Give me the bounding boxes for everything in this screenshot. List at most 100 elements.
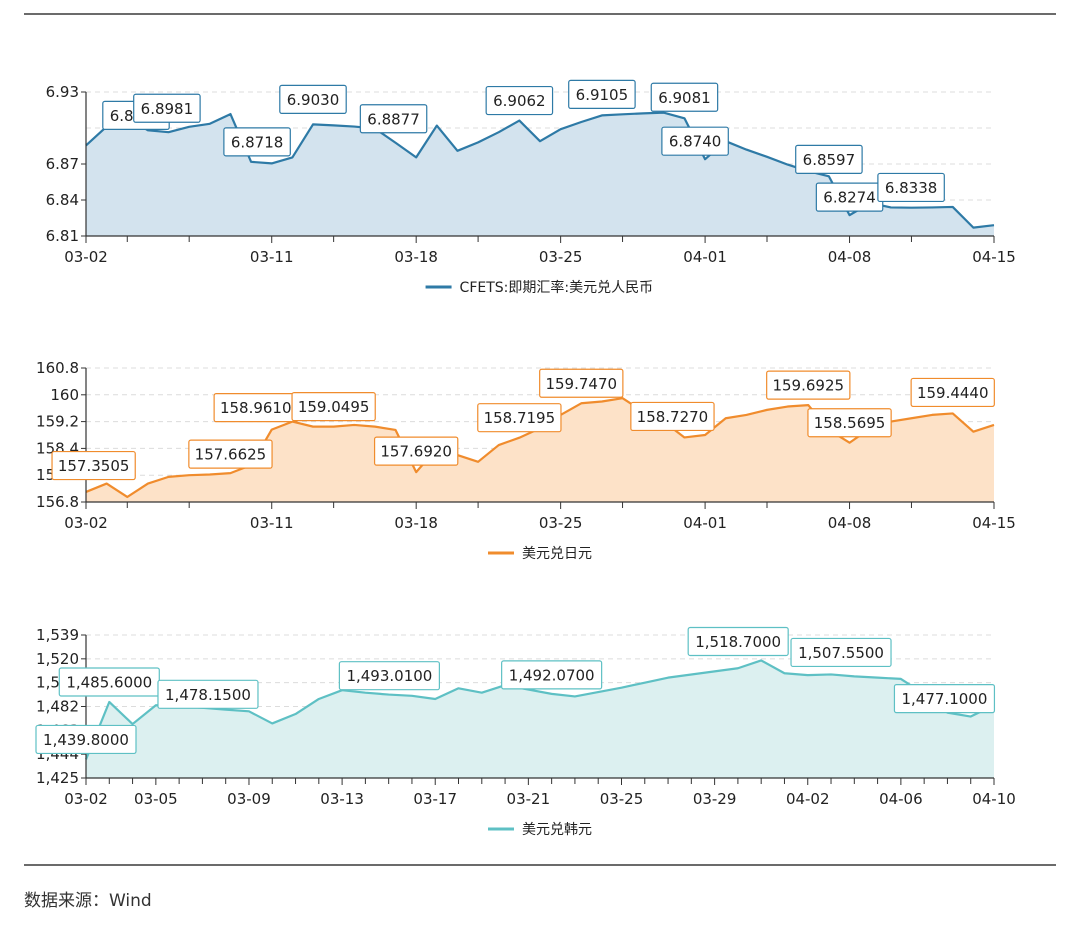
data-label-box <box>568 79 636 109</box>
data-label-text: 6.8597 <box>803 151 856 169</box>
data-label: 1,507.5500 <box>790 637 892 668</box>
y-tick-label: 159.2 <box>36 413 79 431</box>
series-area <box>86 112 994 236</box>
series-area <box>86 660 994 778</box>
y-tick-label: 6.81 <box>46 227 79 245</box>
data-label-box <box>223 127 291 157</box>
data-label: 6.8597 <box>795 144 863 174</box>
legend-label: 美元兑韩元 <box>522 822 592 838</box>
data-label-text: 158.9610 <box>220 399 292 417</box>
data-label-text: 157.3505 <box>58 457 130 475</box>
x-tick-label: 04-02 <box>786 790 830 808</box>
x-tick-label: 03-11 <box>250 514 294 532</box>
data-label-box <box>291 392 376 422</box>
x-tick-label: 03-11 <box>250 248 294 266</box>
data-label: 157.3505 <box>51 450 136 481</box>
data-label-box <box>661 126 729 156</box>
data-label: 6.8740 <box>661 126 729 156</box>
data-label-text: 6.9105 <box>576 86 629 104</box>
data-label: 158.5695 <box>807 408 892 438</box>
data-label: 6.9030 <box>279 84 347 114</box>
data-label-text: 6.8338 <box>885 179 938 197</box>
y-tick-label: 156.8 <box>36 493 79 511</box>
data-label-text: 159.7470 <box>545 375 617 393</box>
data-label: 1,493.0100 <box>338 661 440 691</box>
x-tick-label: 04-08 <box>828 248 872 266</box>
x-tick-label: 04-01 <box>683 248 727 266</box>
data-label-box <box>279 84 347 114</box>
data-label-text: 157.6920 <box>380 443 452 461</box>
data-label: 158.9610 <box>213 393 298 423</box>
data-label: 6.8718 <box>223 127 291 157</box>
data-label-text: 159.4440 <box>917 384 989 402</box>
data-label: 1,485.6000 <box>58 667 160 697</box>
chart-svg-usdjpy: 160.8160159.2158.4157.6156.803-0203-1103… <box>36 359 1016 562</box>
y-tick-label: 1,539 <box>36 626 79 644</box>
data-label-box <box>359 104 428 134</box>
x-tick-label: 04-15 <box>972 248 1016 266</box>
data-label: 1,518.7000 <box>687 626 789 657</box>
data-label-box <box>795 144 863 174</box>
data-label-text: 158.7270 <box>637 408 709 426</box>
data-label-box <box>501 660 603 690</box>
series-line <box>84 659 995 760</box>
data-label: 6.8338 <box>877 172 945 203</box>
y-tick-label: 1,482 <box>36 698 79 716</box>
data-label-text: 1,439.8000 <box>43 731 129 749</box>
x-tick-label: 04-15 <box>972 514 1016 532</box>
data-label: 6.9105 <box>568 79 636 109</box>
data-label: 6.8877 <box>359 104 428 134</box>
x-tick-label: 03-25 <box>539 248 583 266</box>
chart-usd-cny: 6.93 6.87 6.84 6.81 03-02 03-11 03-18 03-25 04-0… <box>0 70 1080 310</box>
data-label: 159.6925 <box>766 370 851 400</box>
y-tick-label: 160 <box>50 386 79 404</box>
data-label-box <box>51 450 136 481</box>
data-label-text: 159.6925 <box>772 377 844 395</box>
data-label-box <box>893 684 996 714</box>
chart-svg-usdkrw: 1,5391,5201,5011,4821,4631,4441,42503-02… <box>35 626 1016 838</box>
chart-svg-usdcny: 6.93 6.87 6.84 6.81 03-02 03-11 03-18 03-25 04-0… <box>46 79 1016 296</box>
data-label-box <box>373 436 459 466</box>
data-label-text: 6.8877 <box>367 110 420 128</box>
data-label: 1,492.0700 <box>501 660 603 690</box>
data-label-text: 1,518.7000 <box>695 633 781 651</box>
x-tick-label: 03-02 <box>64 248 108 266</box>
data-label: 6.9081 <box>650 82 719 112</box>
data-label: 1,439.8000 <box>35 724 137 755</box>
chart-usd-jpy: 160.8160159.2158.4157.6156.803-0203-1103… <box>0 345 1080 577</box>
x-tick-label: 03-05 <box>134 790 178 808</box>
legend-label: CFETS:即期汇率:美元兑人民币 <box>460 279 654 296</box>
data-label-box <box>157 679 259 709</box>
x-tick-label: 03-02 <box>64 790 108 808</box>
data-label-text: 158.7195 <box>484 409 556 427</box>
x-tick-label: 03-25 <box>600 790 644 808</box>
x-tick-label: 04-10 <box>972 790 1016 808</box>
x-tick-label: 03-18 <box>394 514 438 532</box>
y-tick-label: 160.8 <box>36 359 79 377</box>
data-label-box <box>338 661 440 691</box>
data-label: 1,478.1500 <box>157 679 259 709</box>
y-tick-label: 6.87 <box>46 155 79 173</box>
data-label-box <box>766 370 851 400</box>
x-tick-label: 04-01 <box>683 514 727 532</box>
data-label-text: 159.0495 <box>298 398 370 416</box>
data-label-box <box>807 408 892 438</box>
data-label-box <box>630 401 715 432</box>
data-label: 159.4440 <box>910 377 995 408</box>
data-label-box <box>687 626 789 657</box>
data-label-text: 6.8718 <box>231 133 284 151</box>
y-tick-label: 6.93 <box>46 83 79 101</box>
y-tick-label: 1,520 <box>36 650 79 668</box>
source-note: 数据来源：Wind <box>24 891 152 911</box>
data-label-box <box>877 172 945 203</box>
data-label: 159.7470 <box>539 368 624 398</box>
data-label-text: 6.9081 <box>658 89 711 107</box>
data-label-box <box>133 93 201 123</box>
data-label-text: 1,478.1500 <box>165 686 251 704</box>
data-label-box <box>539 368 624 398</box>
y-tick-label: 6.84 <box>46 191 79 209</box>
top-rule <box>24 13 1056 15</box>
data-label: 6.9062 <box>485 85 554 116</box>
data-label-text: 1,493.0100 <box>346 667 432 685</box>
y-tick-label: 1,425 <box>36 769 79 787</box>
